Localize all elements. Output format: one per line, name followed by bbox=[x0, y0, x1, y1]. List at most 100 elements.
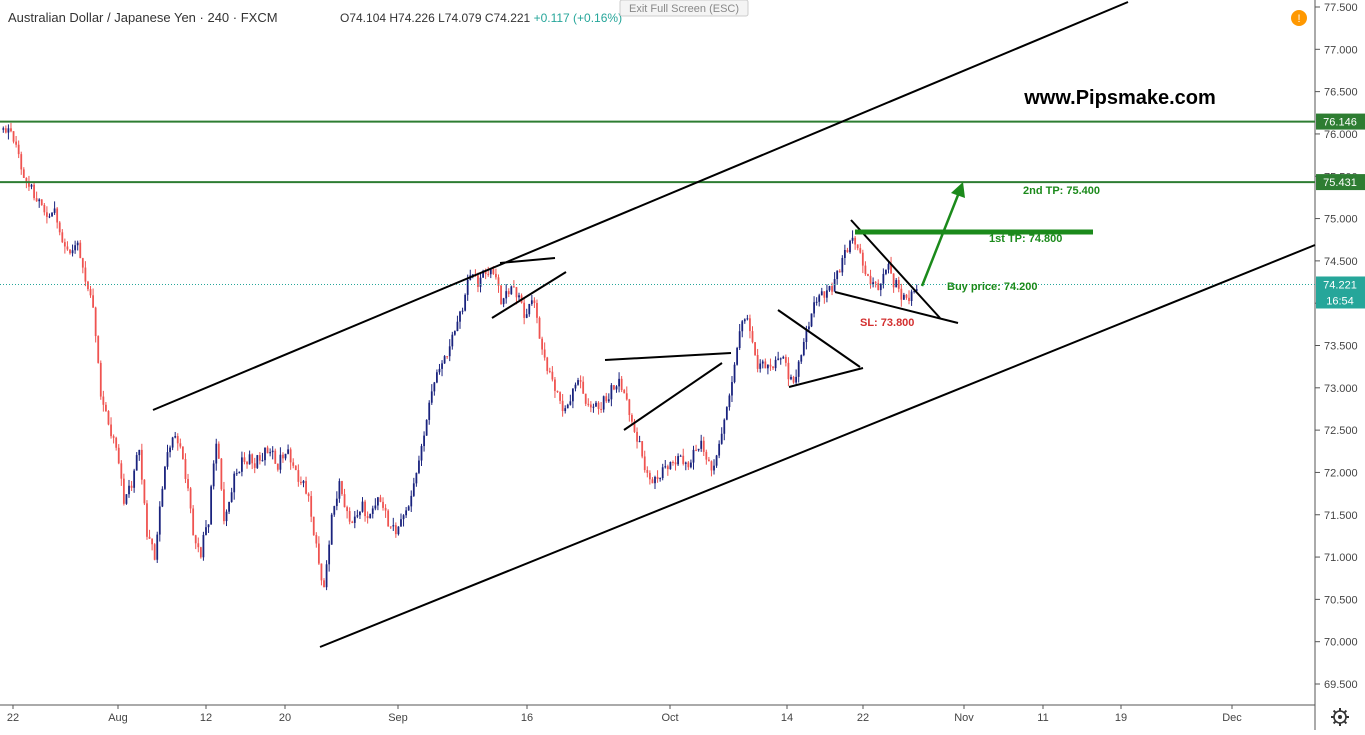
level-price-label: 75.431 bbox=[1323, 177, 1357, 189]
candle-body bbox=[464, 294, 467, 311]
candle-body bbox=[282, 454, 284, 459]
price-tick-label: 73.000 bbox=[1324, 383, 1358, 395]
candle-body bbox=[430, 391, 433, 403]
candle-body bbox=[453, 331, 456, 335]
candle-body bbox=[376, 497, 379, 506]
candle-body bbox=[756, 354, 759, 369]
candle-body bbox=[636, 431, 638, 442]
bar-countdown-label: 16:54 bbox=[1326, 295, 1354, 307]
change-value: +0.117 (+0.16%) bbox=[534, 11, 623, 25]
candle-body bbox=[728, 395, 731, 408]
candle-body bbox=[656, 476, 659, 480]
candle-body bbox=[71, 250, 74, 254]
candle-body bbox=[495, 273, 497, 278]
candle-body bbox=[802, 342, 805, 356]
candle-body bbox=[507, 291, 510, 295]
candle-body bbox=[66, 246, 69, 250]
channel-upper-line[interactable] bbox=[152, 1, 1129, 411]
candle-body bbox=[787, 362, 790, 380]
candle-body bbox=[579, 380, 582, 382]
pattern-line[interactable] bbox=[623, 362, 723, 431]
price-tick-label: 75.000 bbox=[1324, 214, 1358, 226]
interval: 240 bbox=[207, 10, 229, 25]
candle-body bbox=[110, 424, 112, 437]
candle-body bbox=[87, 281, 89, 290]
candle-body bbox=[248, 454, 251, 465]
candle-body bbox=[320, 563, 323, 581]
candle-body bbox=[310, 496, 313, 517]
candle-body bbox=[687, 462, 690, 468]
candle-body bbox=[128, 485, 130, 495]
candle-body bbox=[107, 411, 110, 425]
candle-body bbox=[317, 543, 320, 564]
candle-body bbox=[443, 356, 446, 364]
candle-body bbox=[548, 370, 551, 372]
candle-body bbox=[900, 288, 903, 300]
pattern-line[interactable] bbox=[491, 271, 567, 319]
candle-body bbox=[808, 326, 810, 330]
candle-body bbox=[479, 277, 482, 287]
candle-body bbox=[120, 463, 123, 479]
candle-body bbox=[795, 376, 798, 383]
candle-body bbox=[605, 396, 608, 402]
candle-body bbox=[266, 447, 269, 454]
candle-body bbox=[307, 493, 310, 497]
price-axis-badges: 76.146 75.431 74.221 16:54 bbox=[1316, 113, 1365, 309]
candle-body bbox=[538, 317, 541, 339]
candle-body bbox=[846, 250, 849, 253]
sl-annotation: SL: 73.800 bbox=[860, 317, 914, 329]
candle-body bbox=[885, 269, 887, 274]
candle-body bbox=[412, 483, 415, 496]
candle-body bbox=[707, 459, 710, 462]
price-tick-label: 72.000 bbox=[1324, 467, 1358, 479]
pattern-line[interactable] bbox=[777, 309, 861, 368]
price-tick-label: 76.500 bbox=[1324, 87, 1358, 99]
candle-body bbox=[779, 358, 782, 360]
chart-header: Australian Dollar / Japanese Yen · 240 ·… bbox=[8, 10, 278, 25]
candle-body bbox=[92, 295, 94, 308]
candle-body bbox=[659, 478, 662, 480]
candle-body bbox=[25, 177, 28, 183]
candle-body bbox=[253, 463, 256, 468]
candle-body bbox=[482, 270, 484, 278]
candle-body bbox=[48, 216, 51, 218]
level-price-badge bbox=[1316, 174, 1365, 191]
pattern-line[interactable] bbox=[788, 367, 864, 388]
candle-body bbox=[651, 479, 654, 484]
exit-fullscreen-button[interactable] bbox=[619, 0, 749, 17]
candle-body bbox=[184, 459, 187, 479]
candle-body bbox=[76, 242, 79, 246]
candle-body bbox=[407, 506, 410, 511]
alert-icon[interactable] bbox=[1291, 10, 1307, 26]
candle-body bbox=[487, 274, 490, 276]
plot-area[interactable] bbox=[0, 0, 1315, 705]
candle-body bbox=[641, 441, 644, 457]
candle-body bbox=[366, 516, 369, 519]
time-tick-label: 22 bbox=[857, 712, 869, 724]
settings-gear-icon[interactable] bbox=[1331, 708, 1349, 726]
candle-body bbox=[22, 169, 25, 178]
pattern-line[interactable] bbox=[850, 219, 941, 319]
price-tick-label: 71.500 bbox=[1324, 510, 1358, 522]
candle-body bbox=[646, 470, 649, 473]
pattern-line[interactable] bbox=[604, 352, 732, 361]
candle-body bbox=[818, 295, 821, 302]
exchange: FXCM bbox=[241, 10, 278, 25]
candle-body bbox=[497, 277, 500, 286]
projection-arrow[interactable] bbox=[920, 182, 965, 287]
pattern-line[interactable] bbox=[834, 291, 959, 324]
candle-body bbox=[738, 331, 741, 348]
candle-body bbox=[810, 313, 813, 327]
pattern-line[interactable] bbox=[499, 257, 556, 264]
candle-body bbox=[800, 355, 803, 362]
candle-body bbox=[836, 270, 839, 280]
candle-body bbox=[666, 466, 669, 470]
candle-body bbox=[477, 275, 479, 287]
candle-body bbox=[543, 349, 546, 358]
candle-body bbox=[241, 457, 243, 472]
channel-lower-line[interactable] bbox=[319, 244, 1316, 648]
price-axis-ticks: 69.500 70.000 70.500 71.000 71.500 72.000 72.5… bbox=[1315, 2, 1358, 691]
candle-body bbox=[459, 311, 461, 322]
candle-body bbox=[169, 447, 171, 453]
candle-body bbox=[138, 449, 141, 456]
